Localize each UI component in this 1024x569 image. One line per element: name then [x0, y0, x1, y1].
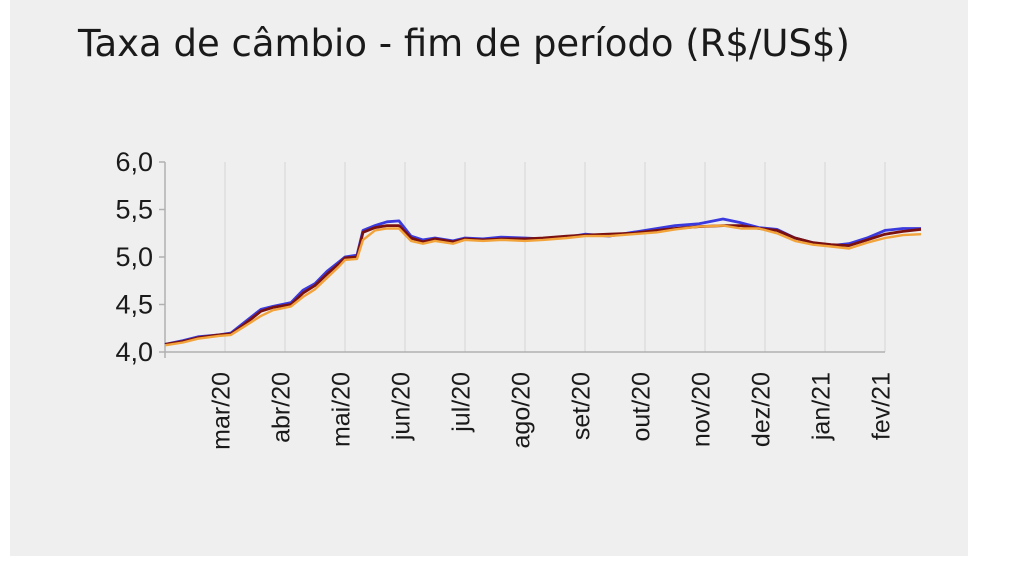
x-tick-label: mai/20 — [328, 372, 356, 447]
x-tick-label: out/20 — [628, 372, 656, 442]
x-tick-label: jun/20 — [388, 372, 416, 441]
y-tick-label: 5,0 — [115, 242, 153, 272]
y-tick-label: 6,0 — [115, 147, 153, 177]
y-tick-label: 5,5 — [115, 195, 153, 225]
series-lines — [164, 217, 922, 347]
y-tick-labels: 6,0 5,5 5,0 4,5 4,0 — [115, 147, 153, 367]
x-tick-labels: mar/20 abr/20 mai/20 jun/20 jul/20 ago/20 set/… — [208, 372, 896, 450]
grid-lines — [224, 162, 886, 352]
series-line-3 — [164, 224, 922, 347]
x-tick-label: abr/20 — [268, 372, 296, 443]
x-tick-label: set/20 — [568, 372, 596, 440]
y-tick-label: 4,0 — [115, 337, 153, 367]
chart-panel — [10, 0, 968, 556]
chart-title: Taxa de câmbio - fim de período (R$/US$) — [78, 22, 850, 65]
x-tick-label: jul/20 — [448, 372, 476, 433]
x-tick-label: mar/20 — [208, 372, 236, 450]
axes — [159, 161, 885, 358]
y-tick-label: 4,5 — [115, 290, 153, 320]
x-tick-label: nov/20 — [688, 372, 716, 447]
x-tick-label: fev/21 — [868, 372, 896, 440]
x-tick-label: jan/21 — [808, 372, 836, 441]
x-tick-label: ago/20 — [508, 372, 536, 448]
x-tick-label: dez/20 — [748, 372, 776, 447]
